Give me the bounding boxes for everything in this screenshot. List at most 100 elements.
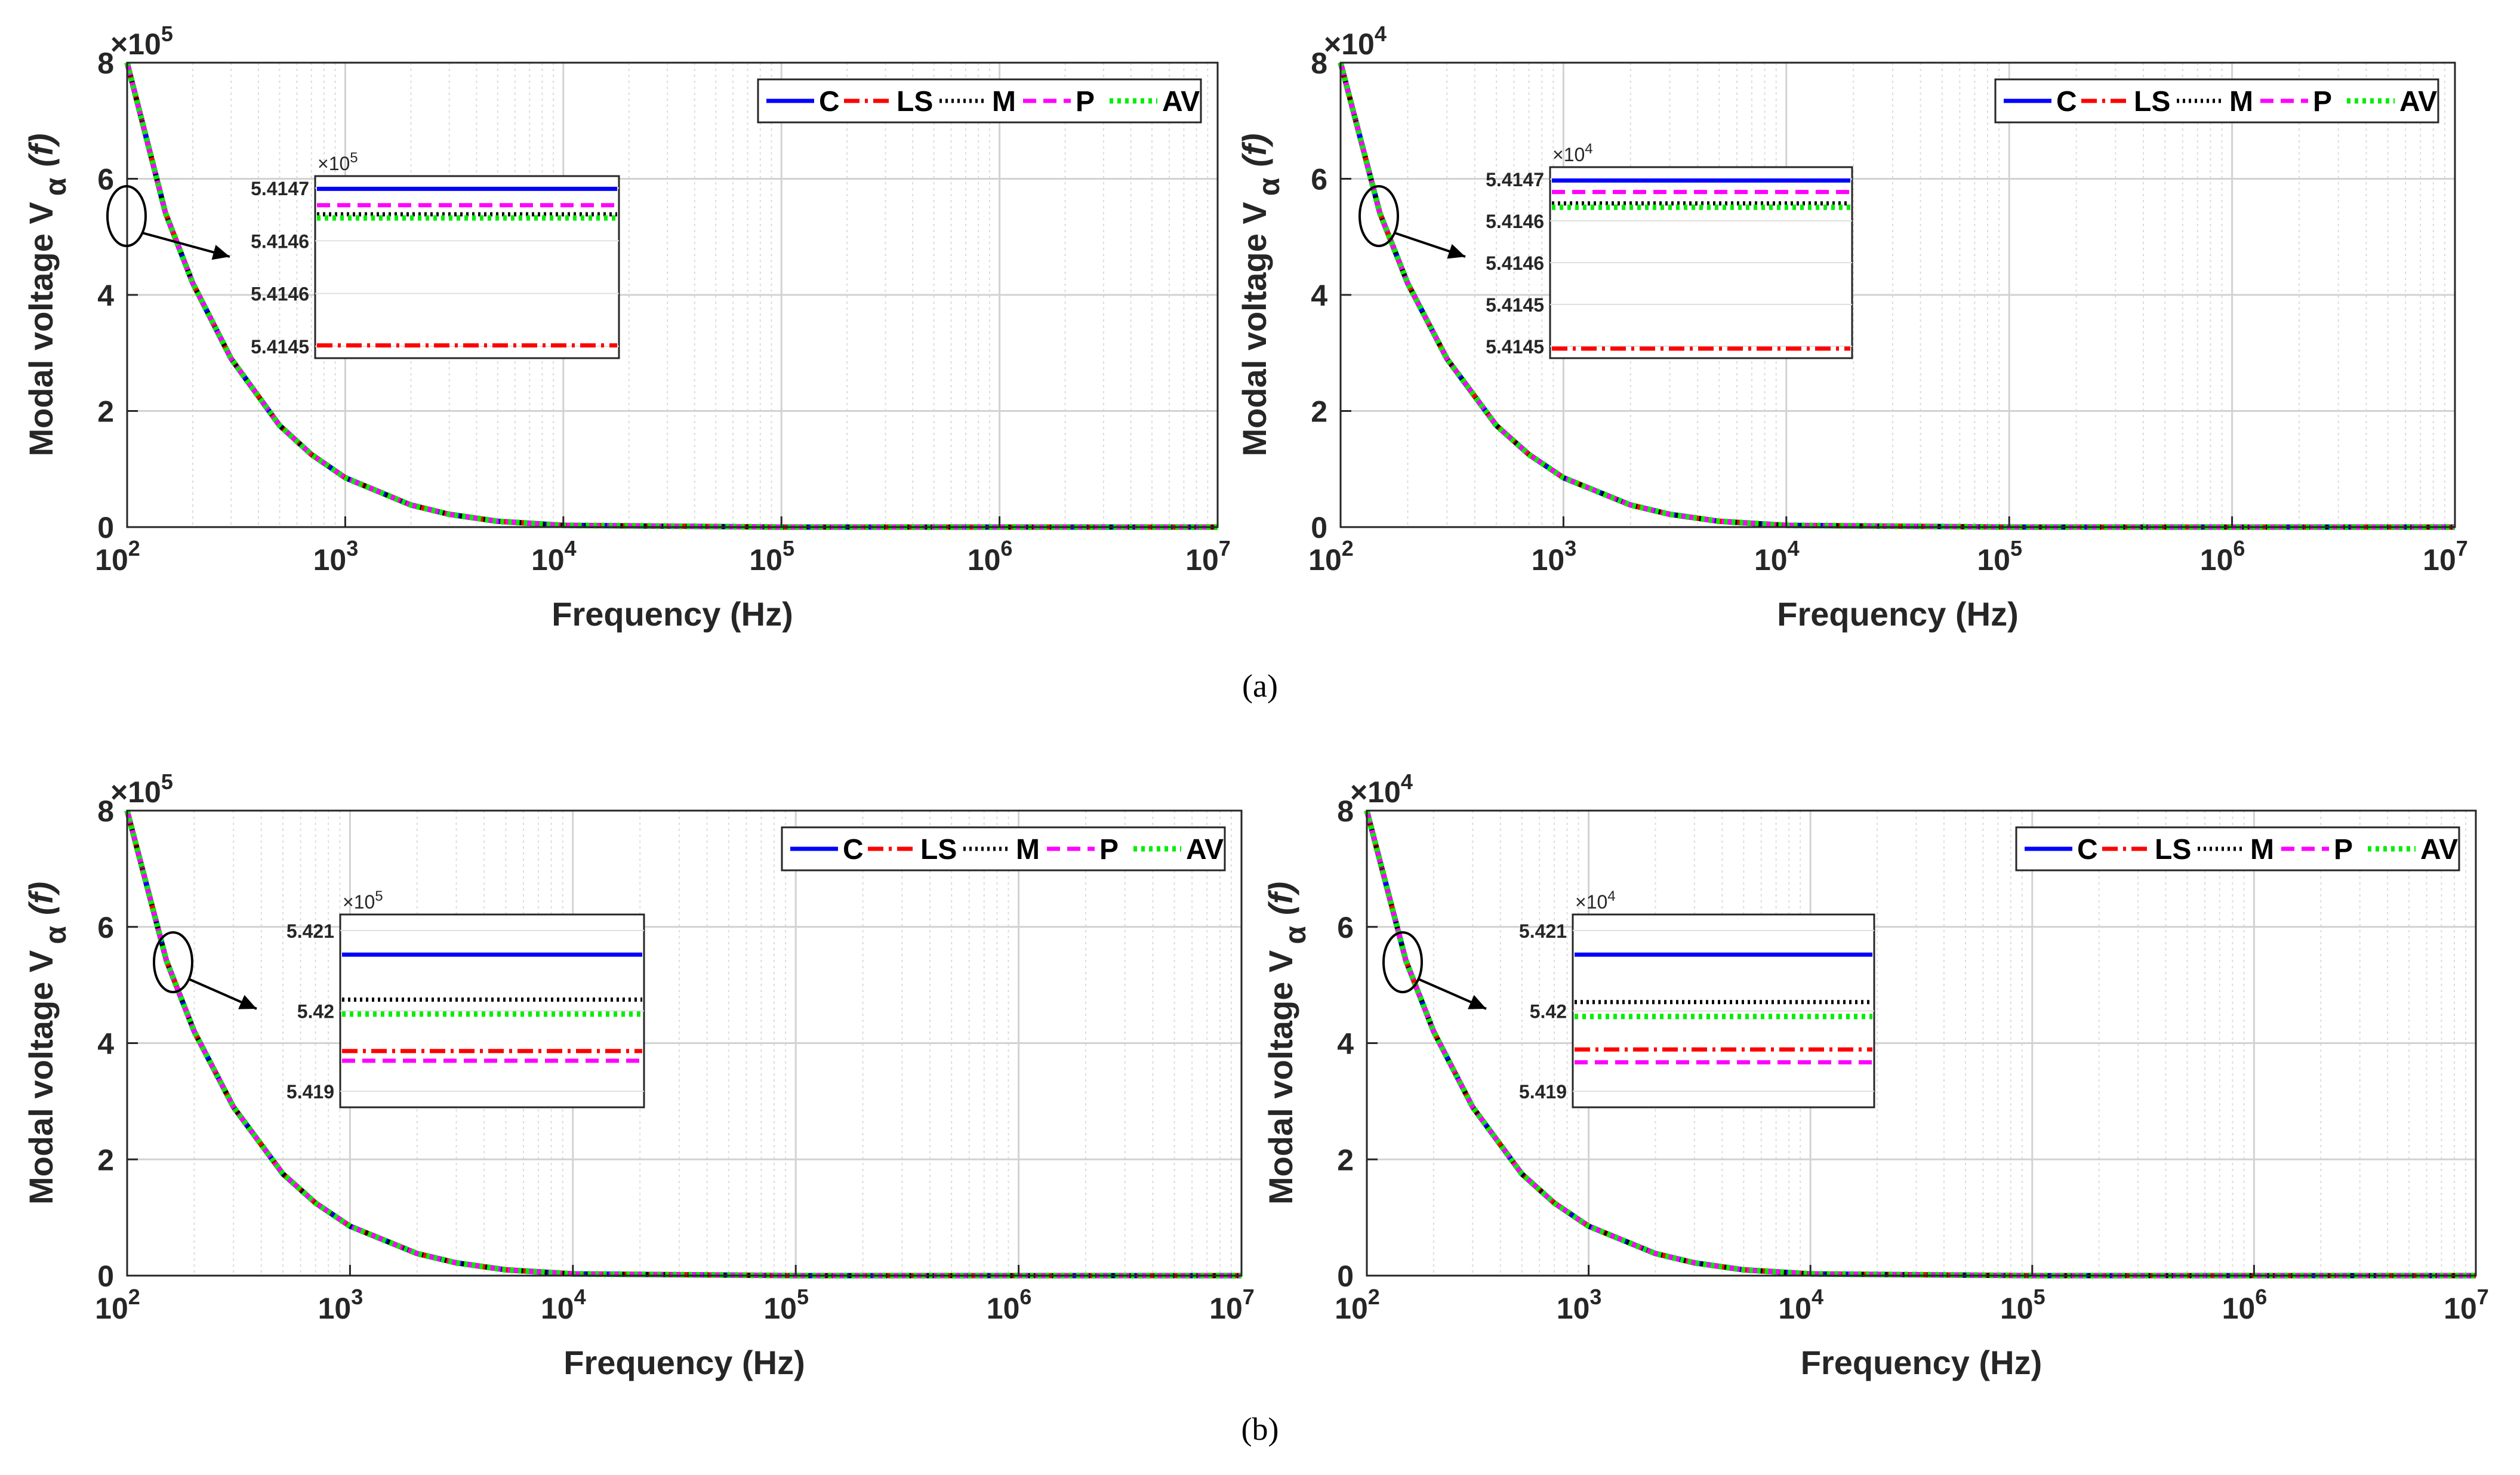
y-multiplier-base: ×10 xyxy=(1350,775,1401,809)
legend-label-p: P xyxy=(2334,834,2353,866)
x-tick-base: 10 xyxy=(763,1292,797,1325)
x-tick-label: 105 xyxy=(1977,536,2022,577)
x-tick-base: 10 xyxy=(1532,543,1565,577)
y-axis-label-arg: (f) xyxy=(22,882,60,915)
x-tick-base: 10 xyxy=(531,543,565,577)
x-tick-base: 10 xyxy=(541,1292,574,1325)
inset-multiplier: ×105 xyxy=(343,888,383,913)
x-tick-label: 107 xyxy=(2423,536,2468,577)
callout-arrowhead xyxy=(1468,994,1486,1009)
inset: 5.4147 5.4146 5.4146 5.4145 5.4145 ×104 xyxy=(1486,141,1853,359)
x-tick-exp: 7 xyxy=(2456,536,2468,561)
inset-tick-label: 5.4147 xyxy=(251,178,309,199)
inset-tick-label: 5.4145 xyxy=(1486,294,1544,316)
x-tick-base: 10 xyxy=(749,543,783,577)
y-multiplier-exp: 5 xyxy=(161,769,173,794)
callout-ellipse xyxy=(1382,931,1423,993)
x-tick-base: 10 xyxy=(987,1292,1020,1325)
y-tick-label: 8 xyxy=(97,47,114,80)
legend: C LS M P AV xyxy=(757,78,1202,124)
legend-label-ls: LS xyxy=(2155,834,2191,866)
x-tick-base: 10 xyxy=(1185,543,1219,577)
x-tick-base: 10 xyxy=(1754,543,1788,577)
x-tick-exp: 7 xyxy=(1219,536,1231,561)
caption-a: (a) xyxy=(1242,668,1278,704)
legend-label-p: P xyxy=(1099,834,1119,866)
y-multiplier-base: ×10 xyxy=(110,27,161,61)
y-tick-label: 0 xyxy=(1337,1260,1354,1293)
y-tick-label: 0 xyxy=(1311,511,1327,544)
inset-multiplier-base: ×10 xyxy=(1552,144,1585,165)
inset-tick-label: 5.4146 xyxy=(251,284,309,305)
x-tick-label: 104 xyxy=(541,1285,586,1325)
x-tick-label: 102 xyxy=(95,536,140,577)
callout-arrowhead xyxy=(238,994,257,1009)
x-tick-base: 10 xyxy=(318,1292,352,1325)
y-axis-label-sub: α xyxy=(39,177,72,196)
y-tick-label: 6 xyxy=(1311,163,1327,196)
x-tick-exp: 4 xyxy=(574,1285,586,1309)
x-tick-label: 103 xyxy=(313,536,359,577)
caption-b: (b) xyxy=(1241,1411,1279,1447)
x-tick-base: 10 xyxy=(2200,543,2234,577)
x-tick-label: 107 xyxy=(2444,1285,2489,1325)
legend-label-c: C xyxy=(2077,834,2098,866)
legend-label-m: M xyxy=(1016,834,1040,866)
inset-tick-label: 5.419 xyxy=(286,1081,334,1103)
x-tick-exp: 6 xyxy=(1000,536,1012,561)
inset-tick-label: 5.419 xyxy=(1519,1081,1567,1103)
x-tick-exp: 2 xyxy=(128,1285,140,1309)
x-tick-exp: 5 xyxy=(783,536,794,561)
legend-label-m: M xyxy=(2250,834,2274,866)
inset-multiplier: ×104 xyxy=(1575,888,1616,913)
inset-tick-label: 5.4146 xyxy=(1486,211,1544,232)
y-axis-label-main: Modal voltage V xyxy=(22,202,60,456)
inset-multiplier-exp: 5 xyxy=(350,150,358,166)
x-tick-base: 10 xyxy=(2222,1292,2256,1325)
y-multiplier: ×104 xyxy=(1350,769,1413,809)
y-axis-label: Modal voltage V α (f) xyxy=(1262,882,1312,1205)
y-tick-label: 6 xyxy=(1337,911,1354,944)
x-tick-base: 10 xyxy=(1335,1292,1368,1325)
x-tick-label: 107 xyxy=(1209,1285,1255,1325)
inset-tick-label: 5.4146 xyxy=(1486,252,1544,274)
x-tick-exp: 7 xyxy=(2477,1285,2489,1309)
x-tick-base: 10 xyxy=(1778,1292,1812,1325)
x-tick-base: 10 xyxy=(2423,543,2456,577)
x-tick-label: 102 xyxy=(95,1285,140,1325)
y-tick-label: 4 xyxy=(1311,279,1327,312)
x-tick-exp: 3 xyxy=(1589,1285,1601,1309)
y-multiplier-base: ×10 xyxy=(1324,27,1375,61)
inset-multiplier: ×104 xyxy=(1552,141,1593,165)
y-tick-label: 8 xyxy=(97,795,114,828)
x-axis-label: Frequency (Hz) xyxy=(552,595,793,633)
x-tick-exp: 4 xyxy=(1812,1285,1823,1309)
x-tick-label: 104 xyxy=(1754,536,1800,577)
x-tick-exp: 5 xyxy=(2010,536,2022,561)
legend-label-c: C xyxy=(819,86,840,118)
y-tick-label: 6 xyxy=(97,911,114,944)
y-axis-label-sub: α xyxy=(1279,926,1312,944)
y-multiplier: ×104 xyxy=(1324,21,1387,61)
y-axis-label-arg: (f) xyxy=(22,134,60,167)
x-tick-exp: 4 xyxy=(565,536,577,561)
inset-multiplier-exp: 5 xyxy=(375,888,383,904)
inset: 5.421 5.42 5.419 ×104 xyxy=(1519,888,1875,1108)
x-axis-label: Frequency (Hz) xyxy=(1801,1344,2043,1381)
x-tick-exp: 2 xyxy=(1342,536,1354,561)
x-tick-exp: 4 xyxy=(1788,536,1800,561)
x-tick-label: 103 xyxy=(318,1285,363,1325)
y-tick-label: 0 xyxy=(97,1260,114,1293)
inset-multiplier-base: ×10 xyxy=(318,153,350,174)
y-axis-label-main: Modal voltage V xyxy=(1262,950,1299,1205)
callout-ellipse xyxy=(153,931,193,993)
x-axis-label: Frequency (Hz) xyxy=(1777,595,2019,633)
inset-multiplier-exp: 4 xyxy=(1607,888,1615,904)
x-tick-exp: 6 xyxy=(1019,1285,1031,1309)
x-tick-label: 103 xyxy=(1557,1285,1602,1325)
legend: C LS M P AV xyxy=(1994,78,2439,124)
x-tick-label: 104 xyxy=(1778,1285,1823,1325)
legend-label-p: P xyxy=(2313,86,2332,118)
inset-multiplier-exp: 4 xyxy=(1585,141,1592,157)
